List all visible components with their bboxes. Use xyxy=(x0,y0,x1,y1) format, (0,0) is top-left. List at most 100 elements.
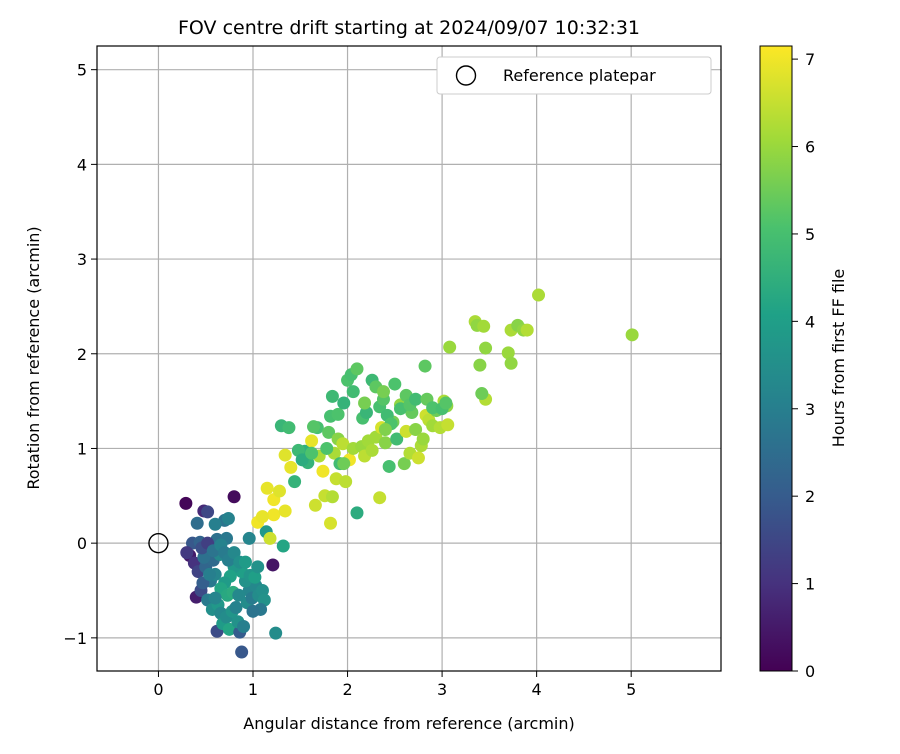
data-point xyxy=(305,434,319,448)
data-point xyxy=(263,531,277,545)
data-point xyxy=(235,645,249,659)
colorbar-tick-label: 3 xyxy=(805,400,815,419)
data-point xyxy=(325,490,339,504)
data-point xyxy=(251,560,265,574)
data-point xyxy=(190,516,204,530)
data-point xyxy=(331,407,345,421)
chart-title: FOV centre drift starting at 2024/09/07 … xyxy=(178,17,640,39)
data-point xyxy=(418,359,432,373)
data-point xyxy=(324,516,338,530)
data-point xyxy=(229,601,243,615)
data-point xyxy=(397,457,411,471)
data-point xyxy=(267,508,281,522)
data-point xyxy=(222,622,236,636)
colorbar: 0 1 2 3 4 5 6 7 Hours from first FF file xyxy=(759,45,848,681)
y-tick-label: 2 xyxy=(77,345,87,364)
data-point xyxy=(282,421,296,435)
data-point xyxy=(625,328,639,342)
colorbar-tick-label: 4 xyxy=(805,312,815,331)
grid xyxy=(97,46,721,671)
data-point xyxy=(441,418,455,432)
reference-marker xyxy=(148,532,169,554)
data-point xyxy=(316,464,330,478)
data-point xyxy=(237,619,251,633)
data-point xyxy=(308,498,322,512)
data-point xyxy=(238,555,252,569)
data-point xyxy=(426,401,440,415)
y-tick-label: 3 xyxy=(77,250,87,269)
data-point xyxy=(532,288,546,302)
data-point xyxy=(255,510,269,524)
x-tick-label: 2 xyxy=(342,680,352,699)
colorbar-label: Hours from first FF file xyxy=(829,269,848,448)
data-point xyxy=(339,475,353,489)
data-point xyxy=(278,448,292,462)
y-axis-ticks: −1 0 1 2 3 4 5 xyxy=(63,61,97,648)
x-tick-label: 0 xyxy=(153,680,163,699)
colorbar-gradient xyxy=(759,45,793,672)
data-point xyxy=(373,491,387,505)
data-point xyxy=(266,558,280,572)
y-tick-label: 5 xyxy=(77,61,87,80)
legend: Reference platepar xyxy=(436,56,712,95)
data-point xyxy=(272,484,286,498)
data-point xyxy=(221,512,235,526)
x-tick-label: 1 xyxy=(248,680,258,699)
data-point xyxy=(350,506,364,520)
legend-label: Reference platepar xyxy=(503,66,656,85)
colorbar-tick-label: 7 xyxy=(805,50,815,69)
data-point xyxy=(479,341,493,355)
data-point xyxy=(439,396,453,410)
data-point xyxy=(242,531,256,545)
y-tick-label: 0 xyxy=(77,534,87,553)
data-point xyxy=(501,346,515,360)
data-point xyxy=(378,423,392,437)
colorbar-tick-label: 0 xyxy=(805,662,815,681)
colorbar-tick-label: 1 xyxy=(805,575,815,594)
data-point xyxy=(227,490,241,504)
data-point xyxy=(382,459,396,473)
y-tick-label: 1 xyxy=(77,439,87,458)
data-point xyxy=(475,387,489,401)
data-point xyxy=(284,460,298,474)
data-point xyxy=(358,396,372,410)
data-point xyxy=(248,570,262,584)
data-point xyxy=(390,432,404,446)
x-tick-label: 4 xyxy=(532,680,542,699)
data-point xyxy=(278,504,292,518)
data-point xyxy=(246,604,260,618)
x-tick-label: 5 xyxy=(626,680,636,699)
data-point xyxy=(409,392,423,406)
data-point xyxy=(477,319,491,333)
data-point xyxy=(322,425,336,439)
data-point xyxy=(365,443,379,457)
x-axis-ticks: 0 1 2 3 4 5 xyxy=(153,671,636,699)
data-point xyxy=(443,340,457,354)
data-point xyxy=(208,517,222,531)
colorbar-tick-label: 5 xyxy=(805,225,815,244)
x-axis-label: Angular distance from reference (arcmin) xyxy=(243,714,574,733)
data-point xyxy=(520,323,534,337)
data-point xyxy=(376,385,390,399)
data-point xyxy=(232,588,246,602)
y-tick-label: 4 xyxy=(77,155,87,174)
data-point xyxy=(305,446,319,460)
data-points xyxy=(179,288,639,659)
plot-frame xyxy=(96,45,722,672)
legend-box xyxy=(436,56,712,95)
data-point xyxy=(276,539,290,553)
data-point xyxy=(201,505,215,519)
data-point xyxy=(260,481,274,495)
data-point xyxy=(388,377,402,391)
data-point xyxy=(208,591,222,605)
data-point xyxy=(180,546,194,560)
data-point xyxy=(350,362,364,376)
y-axis-label: Rotation from reference (arcmin) xyxy=(24,226,43,489)
data-point xyxy=(269,626,283,640)
data-point xyxy=(416,432,430,446)
data-point xyxy=(288,475,302,489)
data-point xyxy=(320,441,334,455)
reference-marker-group xyxy=(148,532,169,554)
